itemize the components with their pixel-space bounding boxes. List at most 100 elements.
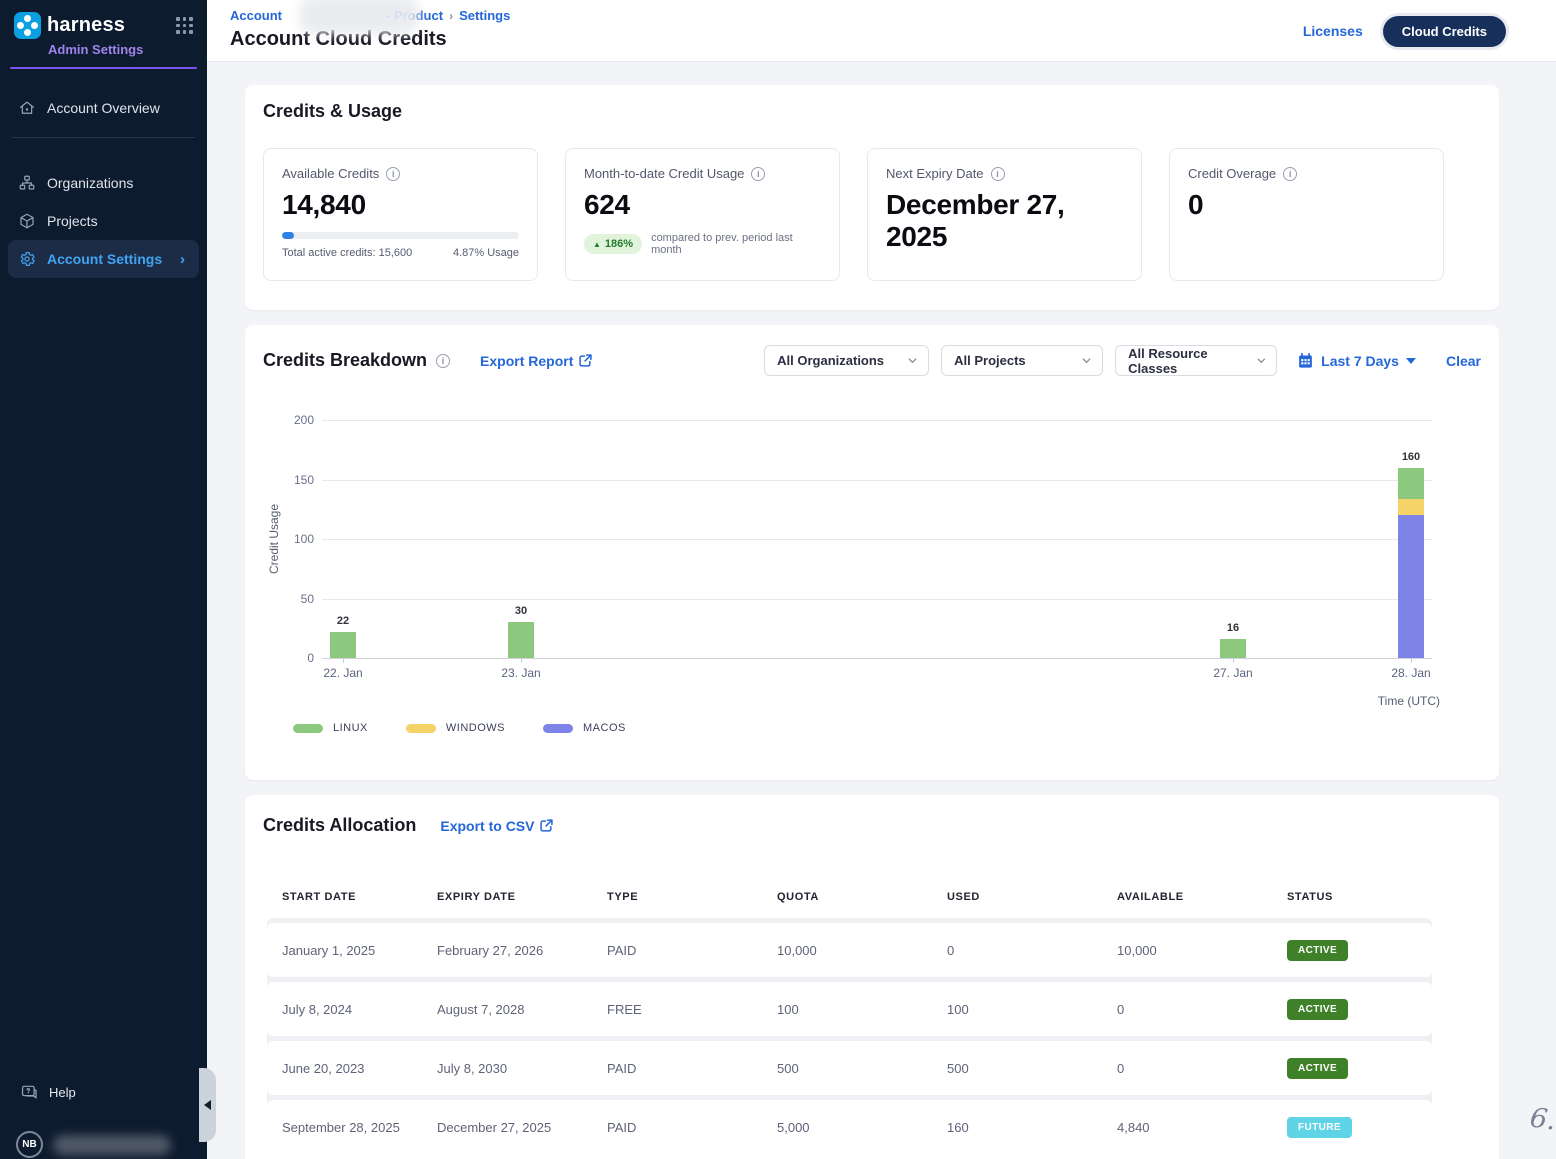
organizations-icon — [18, 174, 36, 192]
y-tick-label: 200 — [274, 413, 314, 427]
credit-overage-value: 0 — [1188, 189, 1425, 221]
info-icon[interactable] — [386, 167, 400, 181]
credits-breakdown-panel: Credits Breakdown Export Report All Orga… — [245, 325, 1499, 780]
x-axis-title: Time (UTC) — [1378, 694, 1440, 708]
help-chat-icon — [20, 1084, 39, 1101]
avatar[interactable]: NB — [16, 1131, 43, 1158]
y-tick-label: 50 — [274, 592, 314, 606]
legend-swatch — [543, 724, 573, 733]
chart-legend: LINUX WINDOWS MACOS — [293, 722, 1499, 776]
table-row: June 20, 2023July 8, 2030PAID5005000ACTI… — [267, 1041, 1432, 1095]
breadcrumb-account[interactable]: Account — [230, 8, 282, 23]
sidebar-divider — [12, 137, 195, 138]
bar-segment-linux[interactable] — [1398, 468, 1424, 499]
sidebar-collapse-handle[interactable] — [199, 1068, 216, 1142]
bar-segment-linux[interactable] — [330, 632, 356, 658]
clear-filters-link[interactable]: Clear — [1446, 353, 1481, 369]
organizations-filter-select[interactable]: All Organizations — [764, 345, 929, 376]
cell-expiry: August 7, 2028 — [437, 1002, 607, 1017]
licenses-link[interactable]: Licenses — [1303, 23, 1363, 39]
cell-type: PAID — [607, 1120, 777, 1135]
table-row: January 1, 2025February 27, 2026PAID10,0… — [267, 923, 1432, 977]
total-active-credits: Total active credits: 15,600 — [282, 247, 412, 259]
legend-item-linux[interactable]: LINUX — [293, 722, 368, 734]
resource-classes-filter-select[interactable]: All Resource Classes — [1115, 345, 1277, 376]
legend-item-macos[interactable]: MACOS — [543, 722, 626, 734]
user-profile[interactable]: NB — [16, 1131, 171, 1158]
gear-icon — [18, 250, 36, 268]
sidebar-item-label: Account Overview — [47, 100, 160, 116]
bar-segment-macos[interactable] — [1398, 515, 1424, 658]
help-button[interactable]: Help — [20, 1084, 76, 1101]
table-row: July 8, 2024August 7, 2028FREE1001000ACT… — [267, 982, 1432, 1036]
mtd-usage-value: 624 — [584, 189, 821, 221]
credit-overage-card: Credit Overage 0 — [1169, 148, 1444, 281]
legend-label: LINUX — [333, 722, 368, 734]
sidebar-item-account-settings[interactable]: Account Settings › — [8, 240, 199, 278]
harness-logo-icon — [14, 12, 41, 39]
calendar-icon — [1297, 352, 1314, 369]
sidebar-item-account-overview[interactable]: Account Overview — [0, 89, 207, 127]
cell-type: PAID — [607, 943, 777, 958]
collapse-arrow-icon — [204, 1100, 211, 1110]
info-icon[interactable] — [1283, 167, 1297, 181]
stat-label: Available Credits — [282, 166, 379, 181]
legend-label: MACOS — [583, 722, 626, 734]
redacted-account-name — [299, 0, 419, 34]
cell-start: January 1, 2025 — [267, 943, 437, 958]
cell-quota: 10,000 — [777, 943, 947, 958]
gridline — [322, 480, 1432, 481]
gridline — [322, 539, 1432, 540]
app-grid-icon[interactable] — [176, 17, 193, 34]
legend-swatch — [293, 724, 323, 733]
brand-name: harness — [47, 14, 125, 37]
sidebar-item-organizations[interactable]: Organizations — [0, 164, 207, 202]
sidebar: harness Admin Settings Account Overview … — [0, 0, 207, 1159]
export-report-link[interactable]: Export Report — [480, 353, 592, 369]
cloud-credits-button[interactable]: Cloud Credits — [1383, 16, 1506, 47]
gridline — [322, 658, 1432, 659]
module-subtitle: Admin Settings — [48, 42, 207, 57]
bar-segment-linux[interactable] — [1220, 639, 1246, 658]
breadcrumb-separator: › — [449, 9, 453, 23]
projects-filter-select[interactable]: All Projects — [941, 345, 1103, 376]
available-credits-card: Available Credits 14,840 Total active cr… — [263, 148, 538, 281]
status-badge: ACTIVE — [1287, 1058, 1348, 1079]
breadcrumb-settings[interactable]: Settings — [459, 8, 510, 23]
date-range-picker[interactable]: Last 7 Days — [1297, 352, 1416, 369]
info-icon[interactable] — [991, 167, 1005, 181]
x-tick-label: 22. Jan — [308, 666, 378, 680]
column-header: STATUS — [1287, 891, 1432, 903]
sidebar-item-projects[interactable]: Projects — [0, 202, 207, 240]
sidebar-item-label: Account Settings — [47, 251, 162, 267]
cell-available: 4,840 — [1117, 1120, 1287, 1135]
chevron-down-icon — [1081, 355, 1092, 366]
cell-available: 0 — [1117, 1002, 1287, 1017]
status-badge: ACTIVE — [1287, 999, 1348, 1020]
credits-allocation-title: Credits Allocation — [263, 815, 416, 836]
info-icon[interactable] — [436, 354, 450, 368]
cell-start: June 20, 2023 — [267, 1061, 437, 1076]
delta-note: compared to prev. period last month — [651, 232, 821, 256]
column-header: QUOTA — [777, 891, 947, 903]
bar-segment-windows[interactable] — [1398, 499, 1424, 516]
table-header-row: START DATEEXPIRY DATETYPEQUOTAUSEDAVAILA… — [267, 886, 1432, 908]
credits-usage-title: Credits & Usage — [263, 101, 1481, 122]
stat-label: Month-to-date Credit Usage — [584, 166, 744, 181]
export-csv-link[interactable]: Export to CSV — [440, 818, 553, 834]
x-tick-mark — [343, 658, 344, 663]
usage-progress-bar — [282, 232, 519, 239]
legend-item-windows[interactable]: WINDOWS — [406, 722, 505, 734]
available-credits-value: 14,840 — [282, 189, 519, 221]
bar-segment-linux[interactable] — [508, 622, 534, 658]
cell-available: 10,000 — [1117, 943, 1287, 958]
credits-breakdown-title: Credits Breakdown — [263, 350, 427, 371]
bar-value-label: 160 — [1381, 451, 1441, 463]
legend-swatch — [406, 724, 436, 733]
cell-expiry: December 27, 2025 — [437, 1120, 607, 1135]
cell-available: 0 — [1117, 1061, 1287, 1076]
credits-allocation-panel: Credits Allocation Export to CSV START D… — [245, 795, 1499, 1159]
chevron-down-icon — [1256, 355, 1267, 366]
y-tick-label: 150 — [274, 473, 314, 487]
info-icon[interactable] — [751, 167, 765, 181]
